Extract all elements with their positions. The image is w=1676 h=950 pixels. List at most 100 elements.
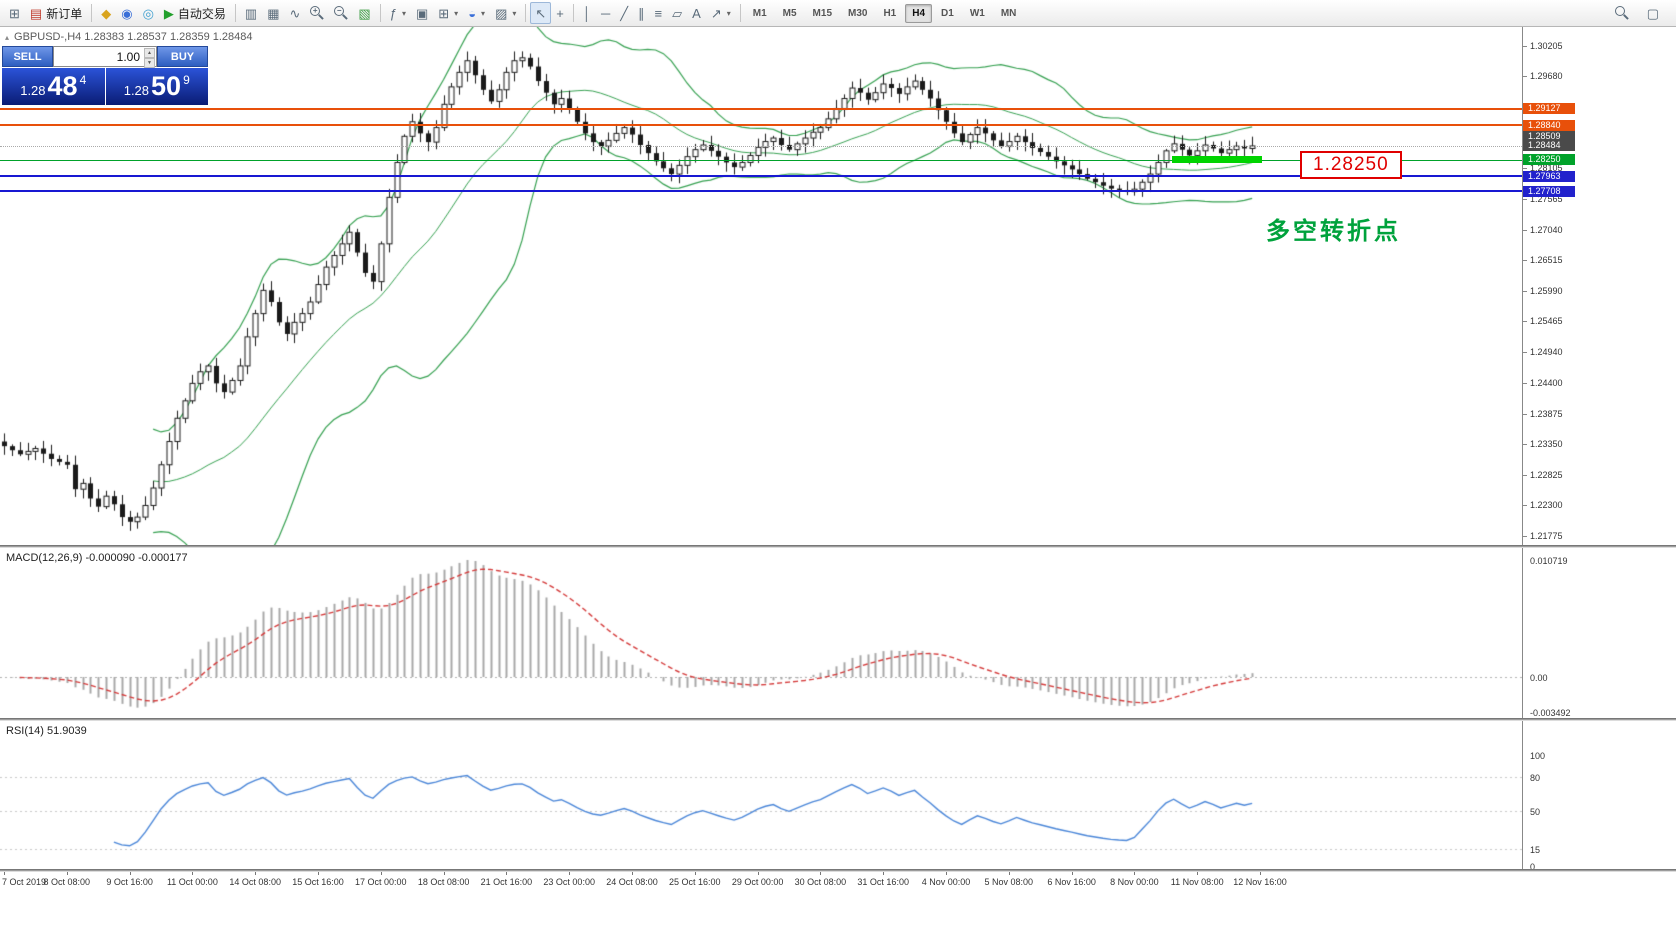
sell-price-display[interactable]: 1.28 48 4: [2, 68, 105, 105]
fibonacci-button[interactable]: ≡: [650, 2, 668, 24]
text-button[interactable]: A: [687, 2, 706, 24]
cursor-button[interactable]: ↖: [530, 2, 552, 24]
price-axis[interactable]: 1.29127 1.28840 1.28509 1.28484 1.28250 1.279…: [1522, 27, 1676, 872]
panel-separator[interactable]: [0, 545, 1676, 548]
horizontal-line-button[interactable]: ─: [596, 2, 615, 24]
timeframe-bar: M1 M5 M15 M30 H1 H4 D1 W1 MN: [745, 3, 1025, 23]
timeframe-m15-button[interactable]: M15: [812, 7, 832, 19]
zoom-out-button[interactable]: −: [329, 2, 353, 24]
vertical-line-button[interactable]: │: [578, 2, 596, 24]
horizontal-line-icon: ─: [601, 5, 611, 21]
profile-icon[interactable]: ◉: [116, 2, 137, 24]
grid-icon-icon: ▧: [358, 5, 371, 21]
time-axis-tick: [1260, 872, 1261, 875]
macd-label: MACD(12,26,9) -0.000090 -0.000177: [6, 552, 188, 564]
rsi-axis-label: 100: [1530, 751, 1546, 761]
channel-button[interactable]: ∥: [633, 2, 650, 24]
rsi-axis-label: 15: [1530, 845, 1541, 856]
time-axis-label: 29 Oct 00:00: [731, 877, 784, 887]
new-order-button[interactable]: ▤ 新订单: [25, 2, 87, 24]
zoom-out-button-icon: −: [334, 6, 348, 20]
sell-button[interactable]: SELL: [2, 46, 53, 67]
workspace-button[interactable]: ▢: [1642, 2, 1664, 24]
timeframe-d1-button[interactable]: D1: [941, 7, 954, 19]
hline-1.28484[interactable]: [0, 145, 1522, 147]
templates-button[interactable]: ▨ ▾: [490, 2, 521, 24]
timeframe-h4-button[interactable]: H4: [905, 3, 933, 23]
buy-price-display[interactable]: 1.28 50 9: [105, 68, 208, 105]
axis-tick: [1523, 199, 1527, 201]
price-axis-label: 1.26515: [1530, 255, 1563, 266]
new-order-button-label: 新订单: [46, 6, 83, 21]
macd-axis-max: 0.010719: [1530, 556, 1568, 566]
search-button[interactable]: [1610, 2, 1634, 24]
rsi-panel[interactable]: RSI(14) 51.9039: [0, 721, 1522, 869]
indicators-button[interactable]: ƒ ▾: [385, 2, 411, 24]
timeframe-m1-button[interactable]: M1: [752, 7, 767, 19]
chart-symbol-line: ▴ GBPUSD-,H4 1.28383 1.28537 1.28359 1.2…: [5, 31, 253, 43]
chart-shortcut-icon-icon: ⊞: [9, 5, 20, 21]
price-tag-1.28484: 1.28484: [1523, 140, 1575, 152]
price-chart-panel[interactable]: ▴ GBPUSD-,H4 1.28383 1.28537 1.28359 1.2…: [0, 27, 1522, 545]
cursor-icon: ↖: [535, 5, 547, 21]
volume-down-button[interactable]: ▼: [144, 58, 155, 68]
gold-icon[interactable]: ◆: [96, 2, 116, 24]
new-chart-button[interactable]: ⊞ ▾: [433, 2, 463, 24]
candlestick-chart-icon[interactable]: ▦: [262, 2, 284, 24]
price-axis-label: 1.21775: [1530, 530, 1563, 541]
volume-input[interactable]: [54, 47, 156, 66]
bar-chart-icon[interactable]: ▥: [240, 2, 262, 24]
turning-point-note[interactable]: 多空转折点: [1266, 218, 1401, 245]
price-axis-label: 1.24400: [1530, 378, 1563, 389]
price-tag-1.28509: 1.28509: [1523, 130, 1575, 142]
panel-separator: [0, 869, 1676, 872]
mag-sign: −: [336, 6, 342, 15]
line-chart-icon[interactable]: ∿: [285, 2, 306, 24]
time-axis-label: 8 Oct 08:00: [43, 877, 91, 887]
timeframe-h1-button[interactable]: H1: [883, 7, 897, 19]
crosshair-icon: +: [556, 5, 564, 21]
shapes-button[interactable]: ▱: [667, 2, 687, 24]
hline-1.28250[interactable]: [0, 159, 1522, 161]
axis-tick: [1523, 260, 1527, 262]
hline-1.27708[interactable]: [0, 190, 1522, 193]
crosshair-button[interactable]: +: [551, 2, 569, 24]
time-axis-tick: [443, 872, 445, 875]
arrows-button[interactable]: ↗ ▾: [706, 2, 736, 24]
hline-1.27963[interactable]: [0, 175, 1522, 178]
highlight-segment[interactable]: [1172, 156, 1262, 164]
tile-windows-icon[interactable]: ▣: [411, 2, 433, 24]
timeframe-m30-button[interactable]: M30: [848, 7, 868, 19]
macd-panel[interactable]: MACD(12,26,9) -0.000090 -0.000177: [0, 548, 1522, 718]
axis-tick: [1523, 474, 1527, 476]
periods-icon: ◒: [468, 5, 477, 21]
new-order-icon: ▤: [29, 5, 43, 21]
time-axis-label: 9 Oct 16:00: [106, 877, 153, 887]
volume-up-button[interactable]: ▲: [144, 48, 155, 58]
trendline-button[interactable]: ╱: [615, 2, 633, 24]
macd-canvas: [0, 548, 1522, 718]
timeframe-mn-button[interactable]: MN: [1000, 7, 1017, 19]
buy-button[interactable]: BUY: [157, 46, 208, 67]
time-axis-label: 18 Oct 08:00: [417, 877, 470, 887]
time-axis-label: 8 Nov 00:00: [1110, 877, 1159, 887]
autotrading-button[interactable]: ▶ 自动交易: [159, 2, 231, 24]
time-axis-label: 31 Oct 16:00: [857, 877, 909, 887]
price-annotation-box[interactable]: 1.28250: [1300, 151, 1402, 179]
hline-1.28840[interactable]: [0, 124, 1522, 127]
price-tag-1.29127: 1.29127: [1523, 103, 1575, 115]
hline-1.29127[interactable]: [0, 107, 1522, 110]
panel-separator[interactable]: [0, 718, 1676, 721]
news-icon[interactable]: ◎: [138, 2, 159, 24]
chart-shortcut-icon[interactable]: ⊞: [4, 2, 25, 24]
zoom-in-button[interactable]: +: [305, 2, 329, 24]
rsi-axis-label: 0: [1530, 862, 1536, 872]
time-axis[interactable]: 7 Oct 2019 8 Oct 08:00 9 Oct 16:00 11 Oct 0…: [0, 872, 1676, 950]
periods-button[interactable]: ◒ ▾: [463, 2, 490, 24]
vertical-line-icon: │: [582, 5, 591, 21]
grid-icon[interactable]: ▧: [353, 2, 375, 24]
timeframe-w1-button[interactable]: W1: [969, 7, 985, 19]
time-axis-tick: [1197, 872, 1199, 875]
timeframe-m5-button[interactable]: M5: [782, 7, 797, 19]
toolbar-separator: [379, 4, 381, 22]
